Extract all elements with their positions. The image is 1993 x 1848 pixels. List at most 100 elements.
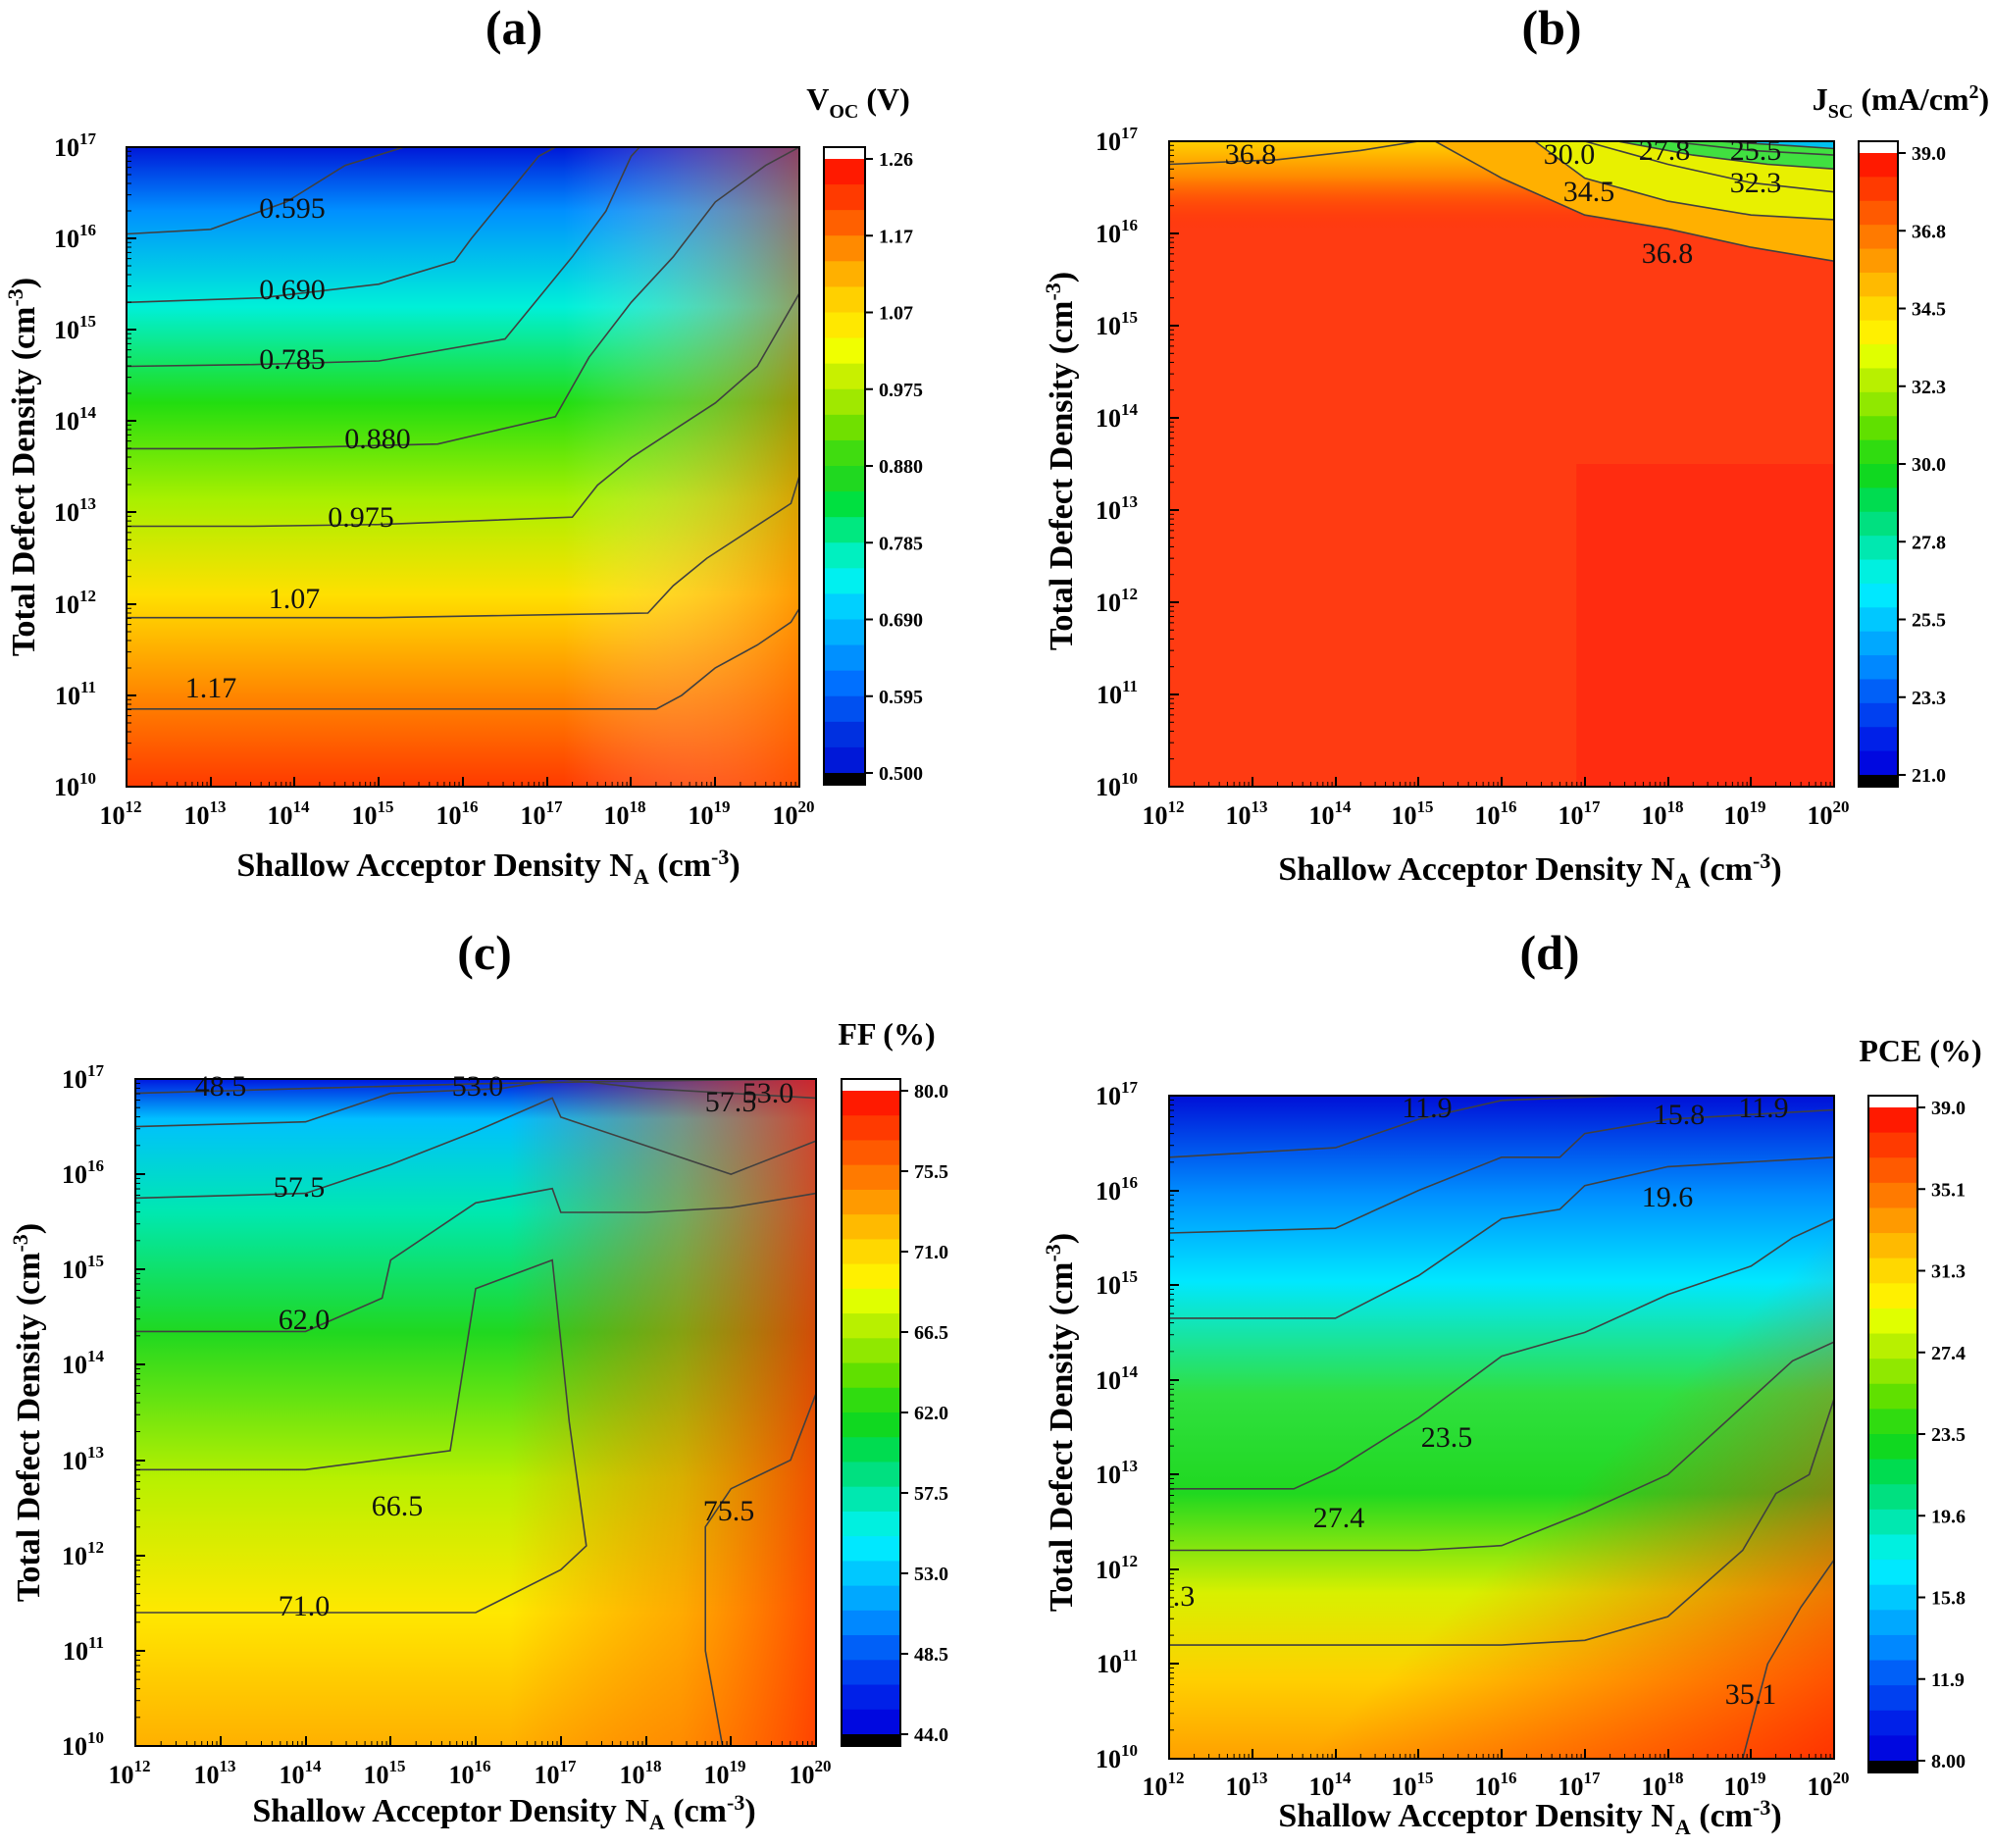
contour-line	[1742, 1559, 1834, 1759]
colorbar-swatch	[1859, 464, 1898, 488]
y-tick-label: 1017	[62, 1061, 105, 1094]
colorbar-swatch	[1868, 1610, 1917, 1636]
colorbar-swatch	[842, 1660, 900, 1686]
colorbar-swatch	[824, 261, 865, 288]
colorbar: 1.26 1.17 1.07 0.975 0.880 0.785 0.690 0.595 0.5…	[823, 146, 923, 786]
x-axis-title: Shallow Acceptor Density NA (cm-3)	[236, 845, 740, 889]
colorbar-swatch	[842, 1437, 900, 1463]
colorbar-swatch	[1859, 750, 1898, 776]
contour-line	[135, 1079, 816, 1095]
colorbar-swatch	[824, 388, 865, 416]
contour-line	[127, 147, 640, 368]
colorbar-tick-label: 1.07	[879, 303, 913, 325]
y-tick-label: 1015	[62, 1252, 104, 1284]
colorbar: 39.0 36.8 34.5 32.3 30.0 27.8 25.5 23.3 21.0	[1858, 140, 1946, 788]
colorbar-tick-label: 19.6	[1931, 1506, 1966, 1527]
x-axis-title: Shallow Acceptor Density NA (cm-3)	[1278, 848, 1781, 893]
contour-label: 15.8	[1654, 1099, 1706, 1131]
colorbar-swatch	[824, 644, 865, 672]
panel-label: (a)	[485, 0, 542, 55]
colorbar-swatch	[1859, 272, 1898, 297]
colorbar-swatch	[824, 312, 865, 339]
colorbar-swatch	[1868, 1584, 1917, 1611]
colorbar-tick-label: 34.5	[1912, 299, 1946, 321]
y-tick-label: 1017	[1096, 124, 1139, 156]
colorbar-bottom-cap	[1868, 1761, 1917, 1772]
colorbar-tick-label: 32.3	[1912, 377, 1946, 398]
colorbar-title: VOC (V)	[806, 81, 910, 123]
colorbar-swatch	[1868, 1710, 1917, 1736]
contour-line	[1169, 1096, 1834, 1158]
colorbar-swatch	[842, 1536, 900, 1562]
x-tick-label: 1019	[689, 797, 731, 830]
x-tick-label: 1017	[535, 1757, 578, 1789]
colorbar-top-cap	[1859, 141, 1898, 153]
colorbar-swatch	[1868, 1560, 1917, 1586]
contour-fill-overlay	[135, 1079, 816, 1746]
colorbar-swatch	[842, 1486, 900, 1513]
colorbar-swatch	[1859, 225, 1898, 250]
colorbar-swatch	[1859, 511, 1898, 537]
colorbar-swatch	[842, 1709, 900, 1735]
contour-line	[127, 147, 556, 304]
y-tick-label: 1016	[54, 221, 96, 253]
colorbar-swatch	[824, 466, 865, 492]
contour-label: 27.8	[1639, 134, 1691, 167]
y-tick-label: 1013	[54, 494, 96, 527]
colorbar-tick-label: 66.5	[914, 1322, 948, 1344]
contour-line	[1169, 1341, 1834, 1552]
contour-lines	[127, 147, 799, 710]
contour-label: 19.6	[1642, 1181, 1694, 1213]
colorbar-swatch	[842, 1239, 900, 1265]
contour-line	[704, 1393, 816, 1746]
x-tick-label: 1012	[109, 1757, 151, 1789]
y-tick-label: 1013	[62, 1443, 104, 1475]
y-tick-label: 1015	[54, 312, 96, 344]
colorbar-tick-label: 21.0	[1912, 765, 1946, 787]
colorbar-swatch	[842, 1214, 900, 1240]
x-tick-label: 1018	[1642, 1769, 1684, 1801]
x-tick-label: 1015	[364, 1757, 406, 1789]
x-tick-label: 1016	[1475, 797, 1517, 830]
colorbar-swatch	[1859, 727, 1898, 752]
x-tick-label: 1015	[1392, 1769, 1434, 1801]
colorbar-swatch	[824, 746, 865, 774]
contour-line	[127, 147, 799, 450]
x-axis-title: Shallow Acceptor Density NA (cm-3)	[252, 1790, 755, 1834]
contour-label: .3	[1173, 1580, 1196, 1613]
x-tick-label: 1014	[1309, 797, 1353, 830]
colorbar-swatch	[1868, 1484, 1917, 1511]
colorbar-swatch	[1859, 296, 1898, 322]
colorbar-swatch	[1859, 177, 1898, 202]
x-tick-label: 1016	[449, 1757, 491, 1789]
contour-line	[1584, 141, 1834, 193]
colorbar-tick-label: 48.5	[914, 1644, 948, 1666]
contour-label: 53.0	[742, 1077, 794, 1109]
x-tick-label: 1020	[1808, 797, 1850, 830]
colorbar-swatch	[824, 542, 865, 569]
colorbar-swatch	[842, 1561, 900, 1587]
contour-line	[1667, 141, 1834, 156]
colorbar-top-cap	[842, 1079, 900, 1091]
colorbar-swatch	[824, 337, 865, 365]
contour-label: 35.1	[1725, 1678, 1777, 1711]
colorbar-swatch	[1868, 1509, 1917, 1536]
colorbar-swatch	[842, 1387, 900, 1413]
colorbar-tick-label: 53.0	[914, 1564, 948, 1585]
contour-fill	[127, 147, 799, 787]
contour-label: 36.8	[1225, 138, 1277, 171]
colorbar-swatch	[1859, 200, 1898, 226]
colorbar-swatch	[1868, 1685, 1917, 1712]
colorbar-top-cap	[824, 147, 865, 159]
colorbar-swatch	[824, 670, 865, 697]
colorbar-swatch	[824, 184, 865, 211]
y-axis-title: Total Defect Density (cm-3)	[1041, 272, 1080, 650]
contour-label: 57.5	[274, 1171, 326, 1204]
colorbar-swatch	[1868, 1283, 1917, 1309]
colorbar-swatch	[1868, 1308, 1917, 1335]
colorbar-swatch	[1868, 1383, 1917, 1410]
panels: (a) 0.595 0.690 0.785 0.880 0.975 1.07 1.17 1012…	[3, 0, 1989, 1839]
contour-label: 48.5	[195, 1070, 247, 1103]
colorbar-tick-label: 8.00	[1931, 1751, 1966, 1772]
chart-panel-a: (a) 0.595 0.690 0.785 0.880 0.975 1.07 1.17 1012…	[3, 0, 923, 889]
